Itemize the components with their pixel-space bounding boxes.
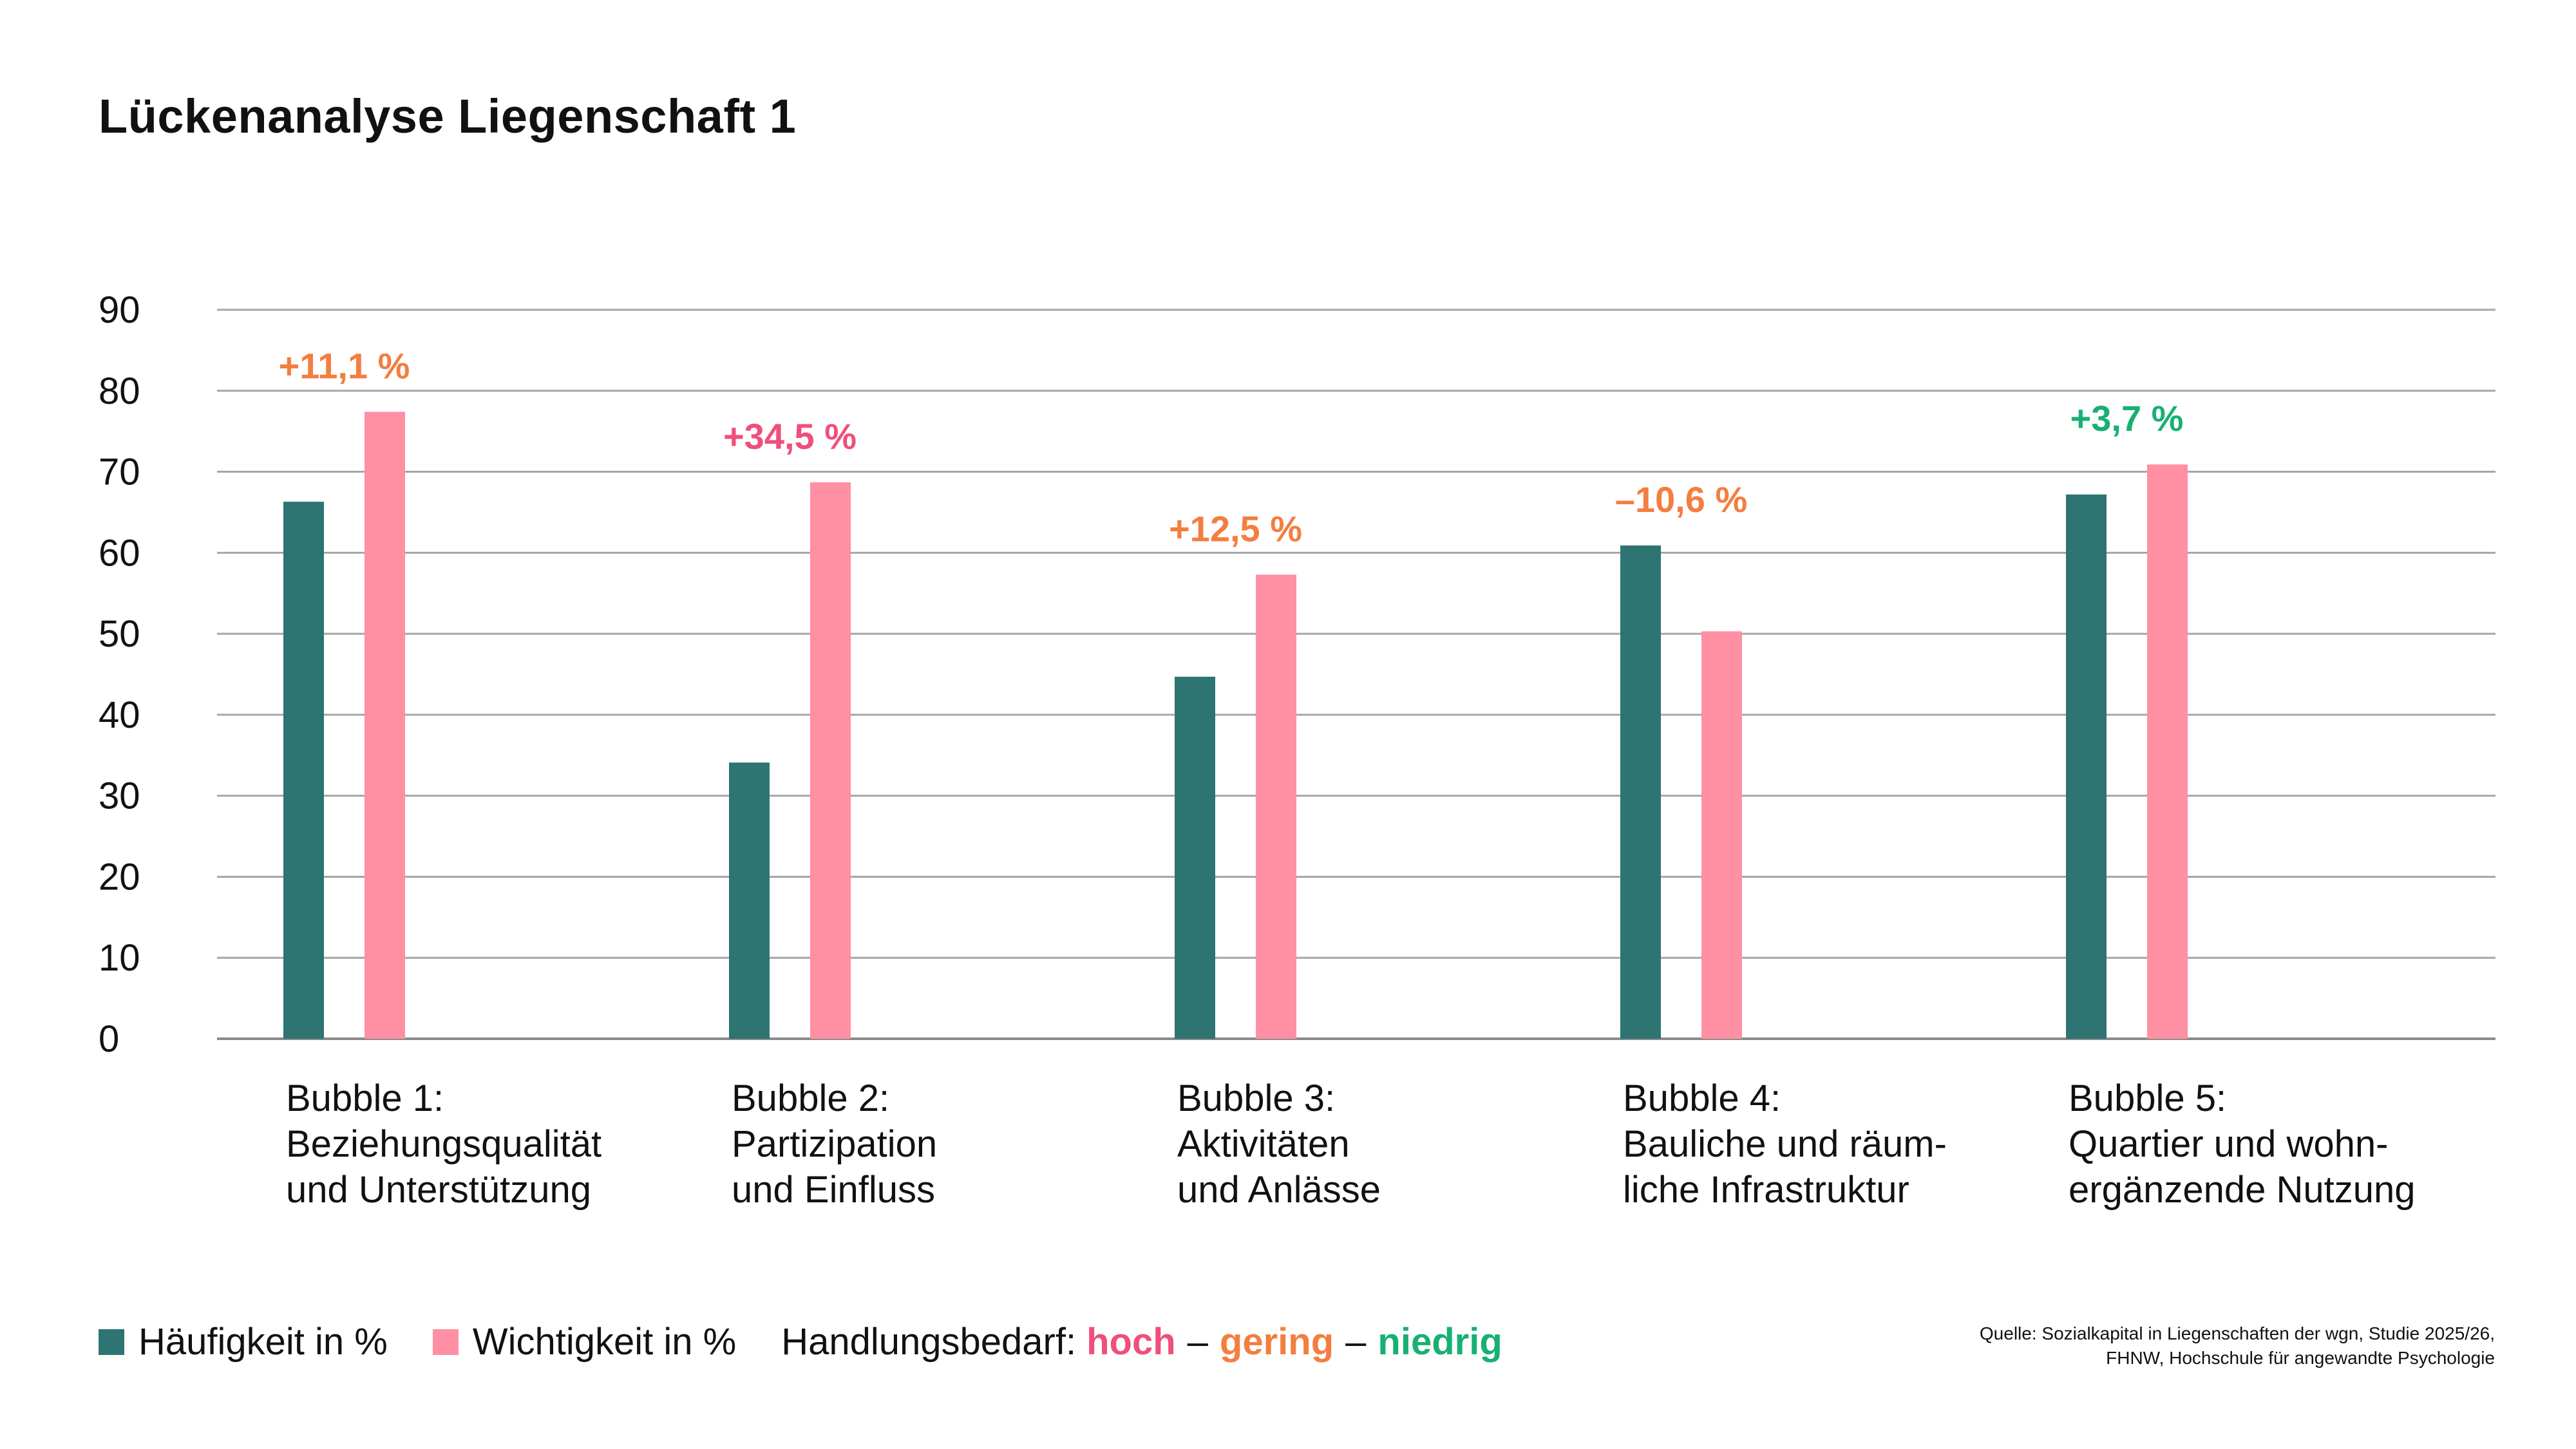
category-label-line: Bauliche und räum- bbox=[1623, 1123, 1947, 1165]
category-label-line: und Einfluss bbox=[732, 1169, 935, 1211]
y-tick-label: 10 bbox=[99, 937, 140, 979]
source-line-2: FHNW, Hochschule für angewandte Psycholo… bbox=[2106, 1348, 2495, 1368]
bars bbox=[283, 412, 2188, 1039]
legend: Häufigkeit in % Wichtigkeit in % Handlun… bbox=[99, 1320, 1548, 1363]
bar-haeufigkeit bbox=[729, 762, 770, 1039]
legend-label-wichtigkeit: Wichtigkeit in % bbox=[472, 1321, 737, 1363]
legend-level-gering: gering bbox=[1219, 1321, 1334, 1363]
legend-label-haeufigkeit: Häufigkeit in % bbox=[138, 1321, 388, 1363]
category-label-line: Beziehungsqualität bbox=[286, 1123, 601, 1165]
bar-wichtigkeit bbox=[810, 482, 851, 1039]
y-axis-tick-labels: 0 10 20 30 40 50 60 70 80 90 bbox=[99, 289, 140, 1060]
y-tick-label: 60 bbox=[99, 532, 140, 574]
bar-haeufigkeit bbox=[283, 502, 324, 1039]
legend-swatch-haeufigkeit bbox=[99, 1329, 124, 1355]
y-tick-label: 0 bbox=[99, 1018, 119, 1060]
gap-annotations: +11,1 % +34,5 % +12,5 % –10,6 % +3,7 % bbox=[279, 345, 2184, 549]
gap-label: +11,1 % bbox=[279, 345, 410, 386]
y-tick-label: 70 bbox=[99, 451, 140, 493]
y-tick-label: 30 bbox=[99, 775, 140, 817]
y-tick-label: 20 bbox=[99, 856, 140, 898]
y-tick-label: 80 bbox=[99, 370, 140, 412]
y-tick-label: 50 bbox=[99, 613, 140, 655]
category-label-line: Bubble 1: bbox=[286, 1077, 444, 1119]
gap-label: +12,5 % bbox=[1169, 508, 1302, 549]
category-label-line: Aktivitäten bbox=[1177, 1123, 1350, 1165]
legend-label-handlungsbedarf: Handlungsbedarf: bbox=[781, 1321, 1077, 1363]
gap-label: +3,7 % bbox=[2070, 398, 2184, 439]
category-label-line: liche Infrastruktur bbox=[1623, 1169, 1909, 1211]
legend-swatch-wichtigkeit bbox=[432, 1329, 459, 1355]
bar-wichtigkeit bbox=[365, 412, 405, 1039]
bar-haeufigkeit bbox=[1620, 545, 1661, 1039]
gap-label: +34,5 % bbox=[723, 416, 857, 457]
legend-separator: – bbox=[1187, 1321, 1208, 1363]
category-label-line: und Anlässe bbox=[1177, 1169, 1381, 1211]
bar-wichtigkeit bbox=[1256, 574, 1296, 1039]
category-label-line: Bubble 3: bbox=[1177, 1077, 1335, 1119]
category-label-line: Bubble 2: bbox=[732, 1077, 889, 1119]
legend-level-niedrig: niedrig bbox=[1378, 1321, 1502, 1363]
gap-label: –10,6 % bbox=[1615, 479, 1748, 520]
category-label-line: Partizipation bbox=[732, 1123, 937, 1165]
chart-title: Lückenanalyse Liegenschaft 1 bbox=[99, 90, 797, 143]
grid-lines bbox=[217, 308, 2496, 1040]
y-tick-label: 40 bbox=[99, 694, 140, 736]
source-note: Quelle: Sozialkapital in Liegenschaften … bbox=[1980, 1321, 2495, 1370]
category-label-line: Bubble 5: bbox=[2069, 1077, 2226, 1119]
category-label-line: und Unterstützung bbox=[286, 1169, 591, 1211]
category-label-line: ergänzende Nutzung bbox=[2069, 1169, 2416, 1211]
source-line-1: Quelle: Sozialkapital in Liegenschaften … bbox=[1979, 1323, 2495, 1343]
legend-item-handlungsbedarf: Handlungsbedarf: hoch – gering – niedrig bbox=[781, 1320, 1502, 1363]
legend-item-haeufigkeit: Häufigkeit in % bbox=[99, 1320, 388, 1363]
bar-wichtigkeit bbox=[2147, 464, 2188, 1039]
y-tick-label: 90 bbox=[99, 289, 140, 331]
legend-item-wichtigkeit: Wichtigkeit in % bbox=[432, 1320, 737, 1363]
bar-wichtigkeit bbox=[1701, 631, 1742, 1039]
legend-level-hoch: hoch bbox=[1086, 1321, 1176, 1363]
category-label-line: Quartier und wohn- bbox=[2069, 1123, 2388, 1165]
category-label-line: Bubble 4: bbox=[1623, 1077, 1781, 1119]
bar-haeufigkeit bbox=[1175, 676, 1215, 1039]
bar-haeufigkeit bbox=[2066, 494, 2107, 1039]
legend-separator: – bbox=[1345, 1321, 1367, 1363]
